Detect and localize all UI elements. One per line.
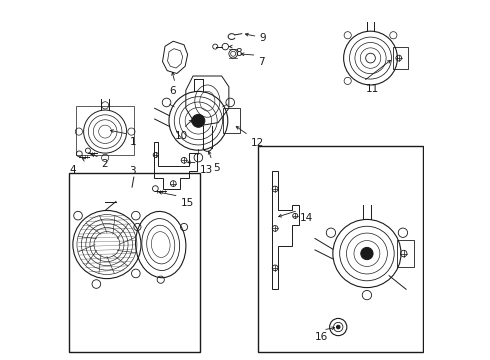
- Text: 11: 11: [366, 84, 379, 94]
- Text: 16: 16: [315, 332, 328, 342]
- Text: 3: 3: [129, 166, 135, 176]
- Text: 10: 10: [174, 131, 188, 140]
- Text: 1: 1: [130, 136, 137, 147]
- Text: 2: 2: [101, 159, 108, 169]
- Circle shape: [337, 325, 340, 329]
- Bar: [258, 146, 422, 352]
- Text: 14: 14: [300, 213, 313, 223]
- Text: 6: 6: [169, 86, 176, 96]
- Text: 8: 8: [235, 48, 242, 58]
- Bar: [76, 106, 134, 155]
- Text: 15: 15: [180, 198, 194, 208]
- Text: 5: 5: [214, 163, 220, 173]
- Text: 7: 7: [258, 57, 265, 67]
- Text: 13: 13: [199, 165, 213, 175]
- Circle shape: [361, 247, 373, 260]
- Text: 12: 12: [250, 138, 264, 148]
- Bar: [393, 47, 408, 69]
- Bar: [69, 173, 200, 352]
- Circle shape: [192, 114, 205, 127]
- Bar: [397, 240, 414, 267]
- Text: 9: 9: [259, 33, 266, 43]
- Bar: [223, 108, 240, 134]
- Text: 4: 4: [70, 165, 76, 175]
